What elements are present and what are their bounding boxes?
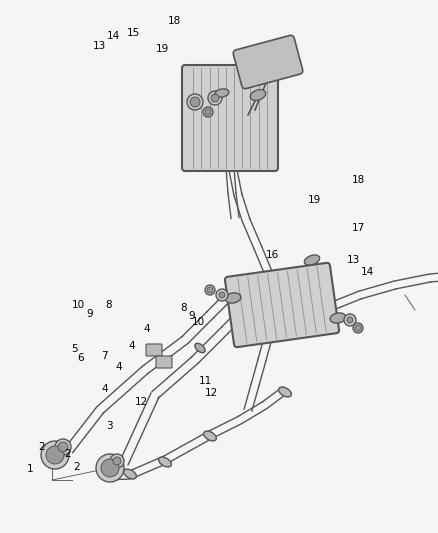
Ellipse shape: [195, 343, 205, 353]
Circle shape: [55, 439, 71, 455]
Text: 16: 16: [266, 250, 279, 260]
FancyBboxPatch shape: [146, 344, 162, 356]
FancyBboxPatch shape: [156, 356, 172, 368]
FancyBboxPatch shape: [233, 35, 303, 88]
Ellipse shape: [330, 313, 346, 323]
Circle shape: [216, 289, 228, 301]
Circle shape: [96, 454, 124, 482]
Circle shape: [41, 441, 69, 469]
Ellipse shape: [225, 293, 241, 303]
Text: 13: 13: [347, 255, 360, 265]
Text: 9: 9: [188, 311, 195, 320]
Circle shape: [208, 91, 222, 105]
Text: 3: 3: [106, 422, 113, 431]
Circle shape: [205, 109, 211, 115]
Circle shape: [113, 457, 121, 465]
Circle shape: [344, 314, 356, 326]
Circle shape: [353, 323, 363, 333]
Text: 12: 12: [205, 389, 218, 398]
Ellipse shape: [124, 469, 136, 479]
Text: 2: 2: [73, 462, 80, 472]
Ellipse shape: [250, 90, 266, 100]
Text: 13: 13: [93, 42, 106, 51]
Circle shape: [347, 317, 353, 323]
FancyBboxPatch shape: [182, 65, 278, 171]
Text: 6: 6: [78, 353, 85, 363]
Text: 2: 2: [64, 449, 71, 459]
Circle shape: [187, 94, 203, 110]
Circle shape: [219, 292, 225, 298]
Ellipse shape: [215, 89, 229, 97]
Text: 17: 17: [352, 223, 365, 233]
Circle shape: [207, 287, 213, 293]
Text: 14: 14: [360, 267, 374, 277]
Text: 11: 11: [198, 376, 212, 386]
Text: 4: 4: [128, 342, 135, 351]
Circle shape: [211, 94, 219, 102]
Ellipse shape: [159, 457, 171, 467]
Text: 5: 5: [71, 344, 78, 354]
Circle shape: [355, 325, 361, 331]
Text: 8: 8: [180, 303, 187, 312]
Circle shape: [58, 442, 68, 452]
Text: 18: 18: [352, 175, 365, 185]
Text: 12: 12: [134, 398, 148, 407]
Text: 2: 2: [38, 442, 45, 451]
Ellipse shape: [204, 431, 216, 441]
Circle shape: [205, 285, 215, 295]
Text: 7: 7: [101, 351, 108, 361]
Circle shape: [110, 454, 124, 468]
Text: 10: 10: [71, 300, 85, 310]
Text: 4: 4: [115, 362, 122, 372]
Text: 8: 8: [105, 300, 112, 310]
Text: 14: 14: [106, 31, 120, 41]
Circle shape: [46, 446, 64, 464]
Circle shape: [203, 107, 213, 117]
Text: 18: 18: [168, 17, 181, 26]
Text: 19: 19: [156, 44, 170, 54]
Text: 15: 15: [127, 28, 140, 38]
Text: 4: 4: [102, 384, 109, 394]
FancyBboxPatch shape: [225, 263, 339, 347]
Ellipse shape: [279, 387, 291, 397]
Circle shape: [101, 459, 119, 477]
Text: 10: 10: [191, 318, 205, 327]
Text: 9: 9: [86, 310, 93, 319]
Text: 1: 1: [26, 464, 33, 474]
Ellipse shape: [304, 255, 320, 265]
Text: 19: 19: [308, 195, 321, 205]
Circle shape: [190, 97, 200, 107]
Text: 4: 4: [143, 325, 150, 334]
